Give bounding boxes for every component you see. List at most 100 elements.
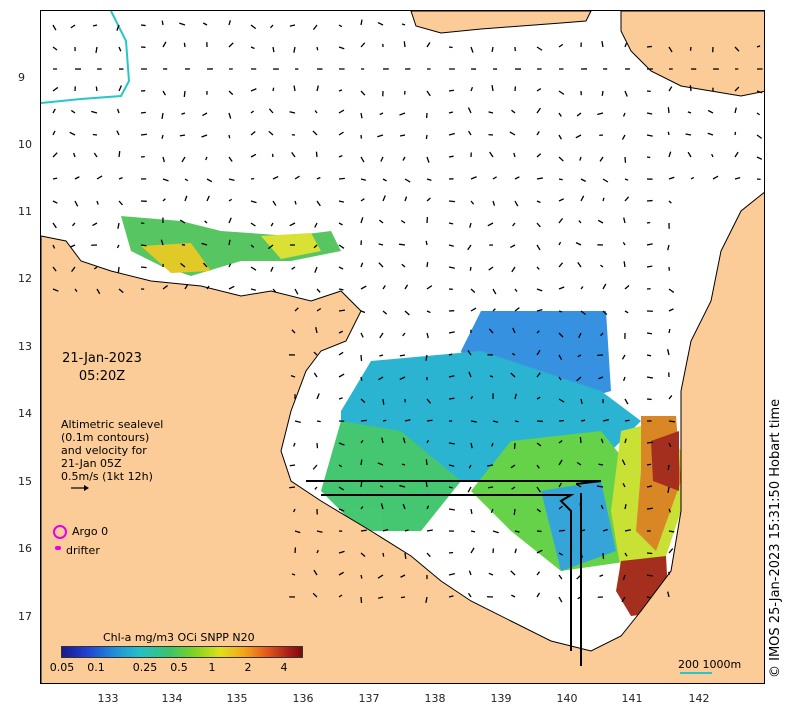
lat-tick-16: 16 — [18, 542, 32, 555]
velocity-arrow — [575, 242, 582, 246]
date-text: 21-Jan-2023 — [62, 351, 142, 366]
velocity-arrow — [96, 175, 103, 180]
velocity-arrow — [621, 354, 626, 360]
velocity-arrow — [600, 504, 604, 510]
lon-tick-139: 139 — [490, 692, 512, 705]
velocity-arrow — [70, 109, 76, 114]
velocity-arrow — [448, 464, 455, 467]
velocity-arrow — [470, 307, 477, 312]
velocity-arrow — [756, 90, 763, 94]
velocity-arrow — [316, 549, 319, 554]
velocity-arrow — [558, 459, 563, 466]
velocity-arrow — [668, 46, 673, 53]
velocity-arrow — [272, 46, 275, 53]
velocity-arrow — [580, 195, 585, 202]
velocity-arrow — [558, 505, 563, 510]
velocity-arrow — [291, 266, 296, 270]
velocity-arrow — [602, 310, 608, 316]
map-frame — [40, 10, 765, 684]
velocity-arrow — [228, 156, 233, 162]
velocity-arrow — [69, 244, 76, 248]
velocity-arrow — [316, 288, 321, 293]
velocity-arrow — [293, 85, 296, 92]
velocity-arrow — [623, 376, 626, 382]
velocity-arrow — [511, 266, 516, 273]
velocity-arrow — [400, 574, 406, 578]
velocity-arrow — [360, 178, 367, 181]
velocity-arrow — [202, 112, 208, 117]
velocity-arrow — [558, 90, 565, 95]
velocity-arrow — [360, 262, 364, 268]
velocity-arrow — [536, 266, 540, 270]
velocity-arrow — [470, 395, 474, 400]
velocity-arrow — [536, 349, 541, 356]
velocity-arrow — [756, 134, 763, 139]
velocity-arrow — [580, 310, 586, 316]
velocity-arrow — [558, 112, 562, 117]
velocity-arrow — [162, 90, 167, 96]
velocity-arrow — [294, 288, 299, 295]
velocity-arrow — [338, 131, 344, 136]
velocity-arrow — [646, 463, 652, 466]
velocity-arrow — [52, 177, 58, 180]
velocity-arrow — [338, 309, 346, 312]
velocity-arrow — [511, 352, 516, 356]
velocity-arrow — [69, 131, 76, 136]
velocity-arrow — [425, 240, 428, 246]
velocity-arrow — [707, 132, 714, 136]
date-label: 21-Jan-2023 05:20Z — [62, 350, 142, 386]
scale-label: 200 1000m — [678, 658, 742, 671]
colorbar-tick: 0.5 — [170, 661, 188, 674]
lat-tick-13: 13 — [18, 340, 32, 353]
velocity-arrow — [558, 198, 565, 202]
velocity-arrow — [536, 177, 543, 180]
velocity-arrow — [140, 266, 147, 269]
velocity-arrow — [404, 529, 409, 532]
velocity-arrow — [338, 222, 343, 226]
velocity-arrow — [360, 376, 363, 381]
velocity-arrow — [624, 196, 630, 202]
velocity-arrow — [228, 178, 235, 181]
velocity-arrow — [184, 195, 188, 202]
velocity-arrow — [289, 111, 296, 114]
velocity-arrow — [117, 222, 120, 229]
velocity-arrow — [576, 112, 582, 117]
velocity-arrow — [382, 285, 386, 290]
velocity-arrow — [73, 152, 76, 158]
velocity-arrow — [511, 486, 516, 490]
velocity-arrow — [536, 464, 540, 469]
velocity-arrow — [74, 176, 80, 180]
velocity-arrow — [52, 152, 58, 158]
velocity-arrow — [179, 134, 186, 137]
velocity-arrow — [536, 88, 542, 92]
velocity-arrow — [536, 131, 540, 136]
velocity-arrow — [623, 261, 626, 268]
velocity-arrow — [425, 459, 428, 466]
velocity-arrow — [579, 436, 582, 444]
velocity-arrow — [71, 222, 76, 227]
velocity-arrow — [492, 200, 496, 206]
velocity-arrow — [600, 332, 604, 337]
colorbar-tick: 4 — [280, 661, 288, 674]
velocity-arrow — [536, 330, 540, 334]
velocity-arrow — [558, 552, 563, 556]
velocity-arrow — [250, 266, 257, 271]
velocity-arrow — [382, 528, 389, 532]
velocity-arrow — [52, 266, 57, 272]
velocity-arrow — [179, 22, 186, 26]
velocity-arrow — [294, 175, 300, 180]
velocity-arrow — [380, 156, 384, 162]
velocity-arrow — [597, 219, 604, 224]
velocity-arrow — [316, 200, 321, 207]
velocity-arrow — [624, 310, 629, 314]
velocity-arrow — [74, 200, 79, 207]
velocity-arrow — [536, 46, 543, 51]
velocity-arrow — [668, 308, 674, 312]
velocity-arrow — [580, 419, 586, 422]
velocity-arrow — [425, 596, 428, 604]
velocity-arrow — [448, 442, 455, 445]
lon-tick-140: 140 — [556, 692, 578, 705]
velocity-arrow — [622, 482, 626, 488]
velocity-arrow — [734, 46, 740, 52]
velocity-arrow — [646, 507, 653, 510]
